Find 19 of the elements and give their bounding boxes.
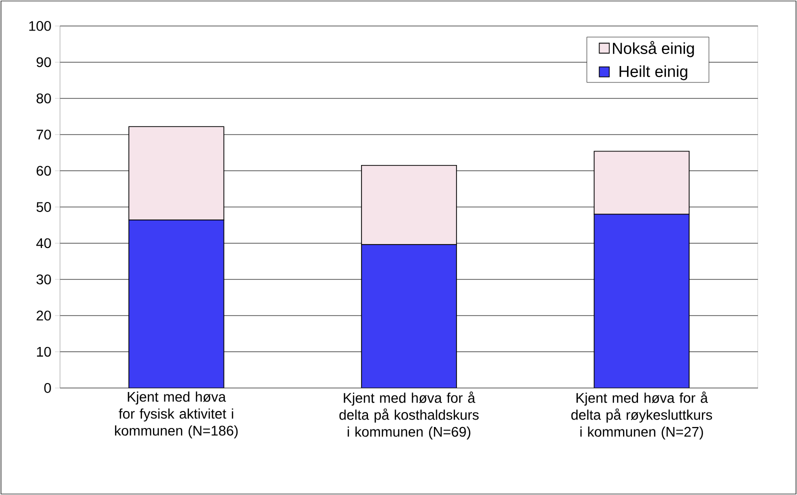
y-tick-label: 10 [37, 346, 51, 357]
x-tick-label: Kjent med høva for fysisk aktivitet i kommunen (N=186) [115, 392, 238, 438]
y-tick-label: 50 [36, 202, 51, 212]
bar [361, 244, 457, 388]
y-tick-label: 90 [36, 57, 51, 68]
y-tick-label: 20 [36, 310, 51, 321]
y-tick-label: 0 [44, 383, 51, 393]
y-tick-label: 100 [29, 21, 51, 31]
x-tick-label: Kjent med høva for å delta på kosthaldskurs i kommunen (N=69) [339, 392, 479, 440]
legend-label: Heilt einig [620, 65, 688, 80]
y-tick-label: 80 [36, 93, 51, 104]
bar [128, 220, 224, 388]
x-tick-label: Kjent med høva for å delta på røykesluttkurs i kommunen (N=27) [571, 392, 712, 440]
y-tick-label: 30 [36, 274, 51, 284]
y-tick-label: 40 [36, 238, 51, 248]
y-tick-label: 60 [36, 166, 51, 176]
y-tick-label: 70 [36, 130, 51, 140]
bar [594, 214, 690, 388]
legend-label: Nokså einig [612, 41, 694, 58]
